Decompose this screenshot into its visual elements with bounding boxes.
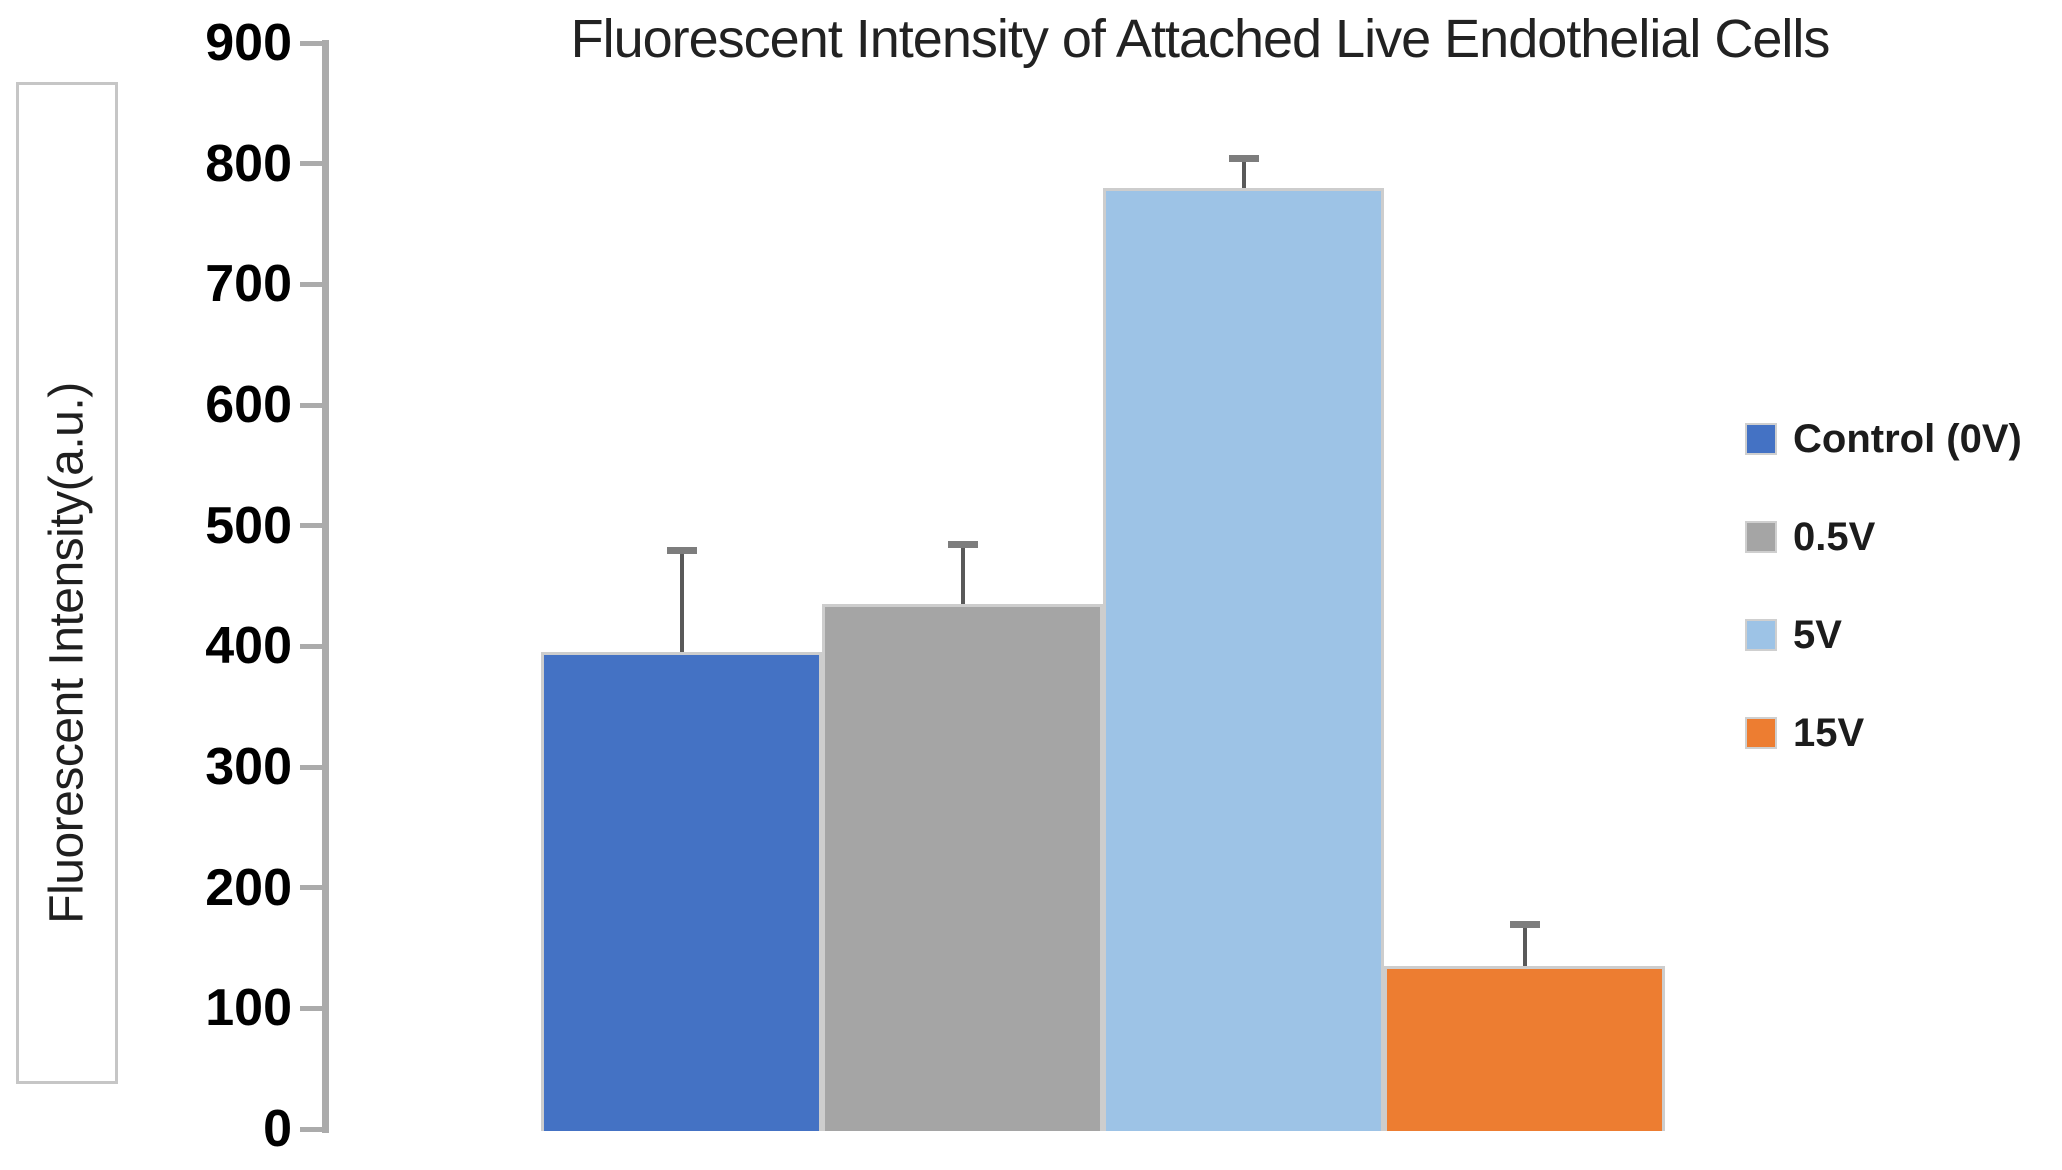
bar-control-0v [541, 652, 822, 1131]
chart-title: Fluorescent Intensity of Attached Live E… [570, 9, 1831, 69]
error-bar-cap-5v [1228, 154, 1259, 162]
error-bar-cap-0-5v [947, 540, 978, 548]
legend-label-control-0v: Control (0V) [1793, 416, 2022, 461]
y-tick-mark-800 [300, 161, 322, 167]
legend-swatch-control-0v [1745, 423, 1777, 455]
y-tick-label-600: 600 [205, 376, 292, 434]
y-tick-label-400: 400 [205, 617, 292, 676]
y-tick-mark-900 [300, 40, 322, 46]
error-bar-cap-15v [1509, 920, 1540, 928]
y-axis-label: Fluorescent Intensity(a.u.) [40, 382, 94, 924]
y-tick-mark-200 [300, 885, 322, 891]
legend-item-0-5v: 0.5V [1745, 514, 1876, 559]
legend-label-0-5v: 0.5V [1793, 514, 1876, 559]
legend-label-15v: 15V [1793, 710, 1865, 755]
y-tick-label-500: 500 [205, 496, 292, 555]
y-axis-line [322, 40, 329, 1133]
y-tick-mark-500 [300, 523, 322, 529]
y-tick-label-300: 300 [205, 738, 292, 796]
y-tick-mark-300 [300, 764, 322, 770]
y-tick-label-800: 800 [205, 134, 292, 193]
y-tick-label-900: 900 [205, 14, 292, 72]
bar-15v [1384, 966, 1665, 1131]
y-tick-label-100: 100 [205, 979, 292, 1038]
y-tick-label-700: 700 [205, 255, 292, 314]
bar-5v [1103, 187, 1384, 1131]
legend-swatch-5v [1745, 619, 1777, 651]
y-tick-mark-0 [300, 1126, 322, 1132]
error-bar-5v [1241, 157, 1246, 188]
y-tick-label-200: 200 [205, 858, 292, 917]
bar-0-5v [822, 604, 1103, 1131]
y-tick-label-0: 0 [263, 1100, 292, 1158]
legend-swatch-15v [1745, 717, 1777, 749]
legend-item-15v: 15V [1745, 710, 1865, 755]
y-tick-mark-600 [300, 402, 322, 408]
error-bar-15v [1522, 923, 1527, 967]
error-bar-0-5v [960, 543, 965, 605]
y-tick-mark-100 [300, 1005, 322, 1011]
y-tick-mark-700 [300, 281, 322, 287]
legend-item-5v: 5V [1745, 612, 1842, 657]
y-axis-label-box: Fluorescent Intensity(a.u.) [16, 82, 118, 1084]
error-bar-cap-control-0v [666, 546, 697, 554]
legend-item-control-0v: Control (0V) [1745, 416, 2022, 461]
y-tick-mark-400 [300, 643, 322, 649]
legend-swatch-0-5v [1745, 521, 1777, 553]
legend-label-5v: 5V [1793, 612, 1842, 657]
error-bar-control-0v [679, 549, 684, 653]
